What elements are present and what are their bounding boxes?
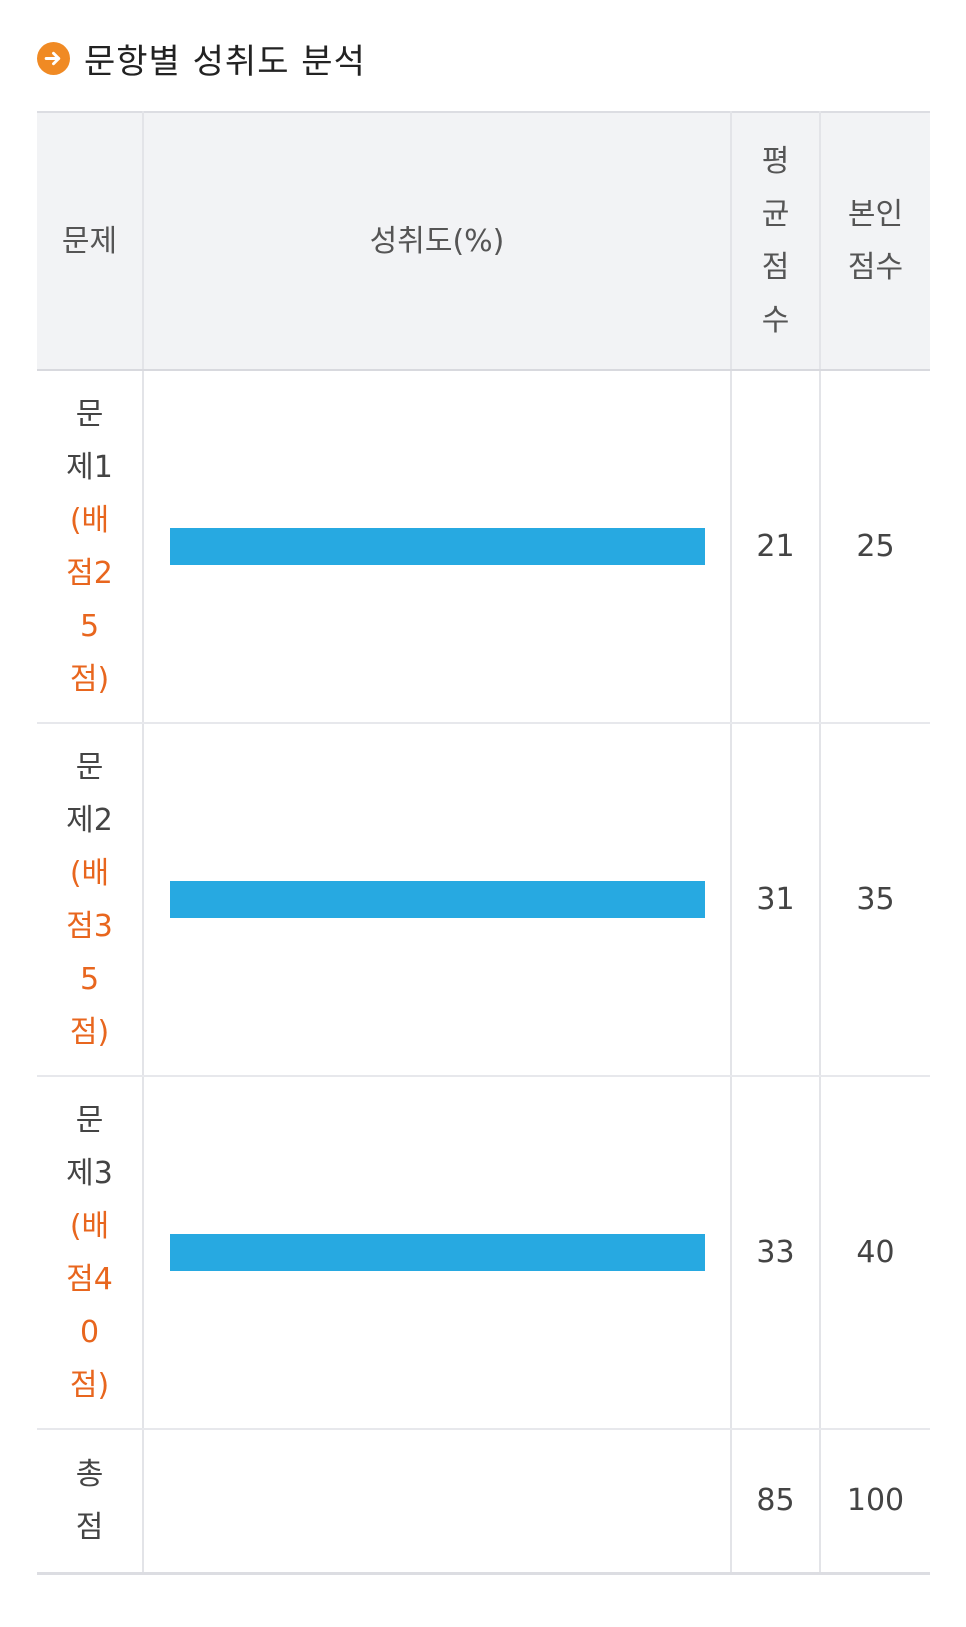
my-score: 35: [819, 723, 930, 1077]
table-row: 문제2 (배점35점) 31 35: [37, 723, 930, 1077]
achievement-bar: [169, 1234, 705, 1271]
achievement-bar: [169, 528, 705, 565]
question-name: 문제2: [66, 749, 113, 838]
total-label: 총점: [75, 1456, 104, 1545]
achievement-cell: [142, 370, 732, 724]
table-header-row: 문제 성취도(%) 평균점수 본인점수: [37, 111, 930, 371]
arrow-right-circle-icon: [37, 41, 70, 75]
table-row: 문제3 (배점40점) 33 40: [37, 1076, 930, 1430]
total-row: 총점 85 100: [37, 1429, 930, 1575]
average-score: 31: [730, 723, 821, 1077]
header-question: 문제: [37, 111, 144, 371]
question-name: 문제3: [66, 1102, 113, 1191]
total-my-score: 100: [819, 1429, 930, 1575]
header-my-score: 본인점수: [819, 111, 930, 371]
achievement-cell: [142, 723, 732, 1077]
section-title: 문항별 성취도 분석: [84, 41, 366, 82]
question-cell: 문제3 (배점40점): [37, 1076, 144, 1430]
total-label-cell: 총점: [37, 1429, 144, 1575]
achievement-bar-track: [169, 881, 705, 918]
section-header: 문항별 성취도 분석: [37, 36, 366, 82]
achievement-bar-track: [169, 1234, 705, 1271]
achievement-bar: [169, 881, 705, 918]
question-cell: 문제1 (배점25점): [37, 370, 144, 724]
achievement-bar-track: [169, 528, 705, 565]
total-achievement-cell: [142, 1429, 732, 1575]
question-points: (배점25점): [66, 502, 113, 697]
achievement-table: 문제 성취도(%) 평균점수 본인점수 문제1 (배점25점): [37, 111, 930, 1575]
question-cell: 문제2 (배점35점): [37, 723, 144, 1077]
question-name: 문제1: [66, 396, 113, 485]
total-average-score: 85: [730, 1429, 821, 1575]
my-score: 25: [819, 370, 930, 724]
achievement-cell: [142, 1076, 732, 1430]
header-achievement: 성취도(%): [142, 111, 732, 371]
table-row: 문제1 (배점25점) 21 25: [37, 370, 930, 724]
average-score: 21: [730, 370, 821, 724]
my-score: 40: [819, 1076, 930, 1430]
question-points: (배점40점): [66, 1208, 113, 1403]
average-score: 33: [730, 1076, 821, 1430]
question-points: (배점35점): [66, 855, 113, 1050]
header-average: 평균점수: [730, 111, 821, 371]
